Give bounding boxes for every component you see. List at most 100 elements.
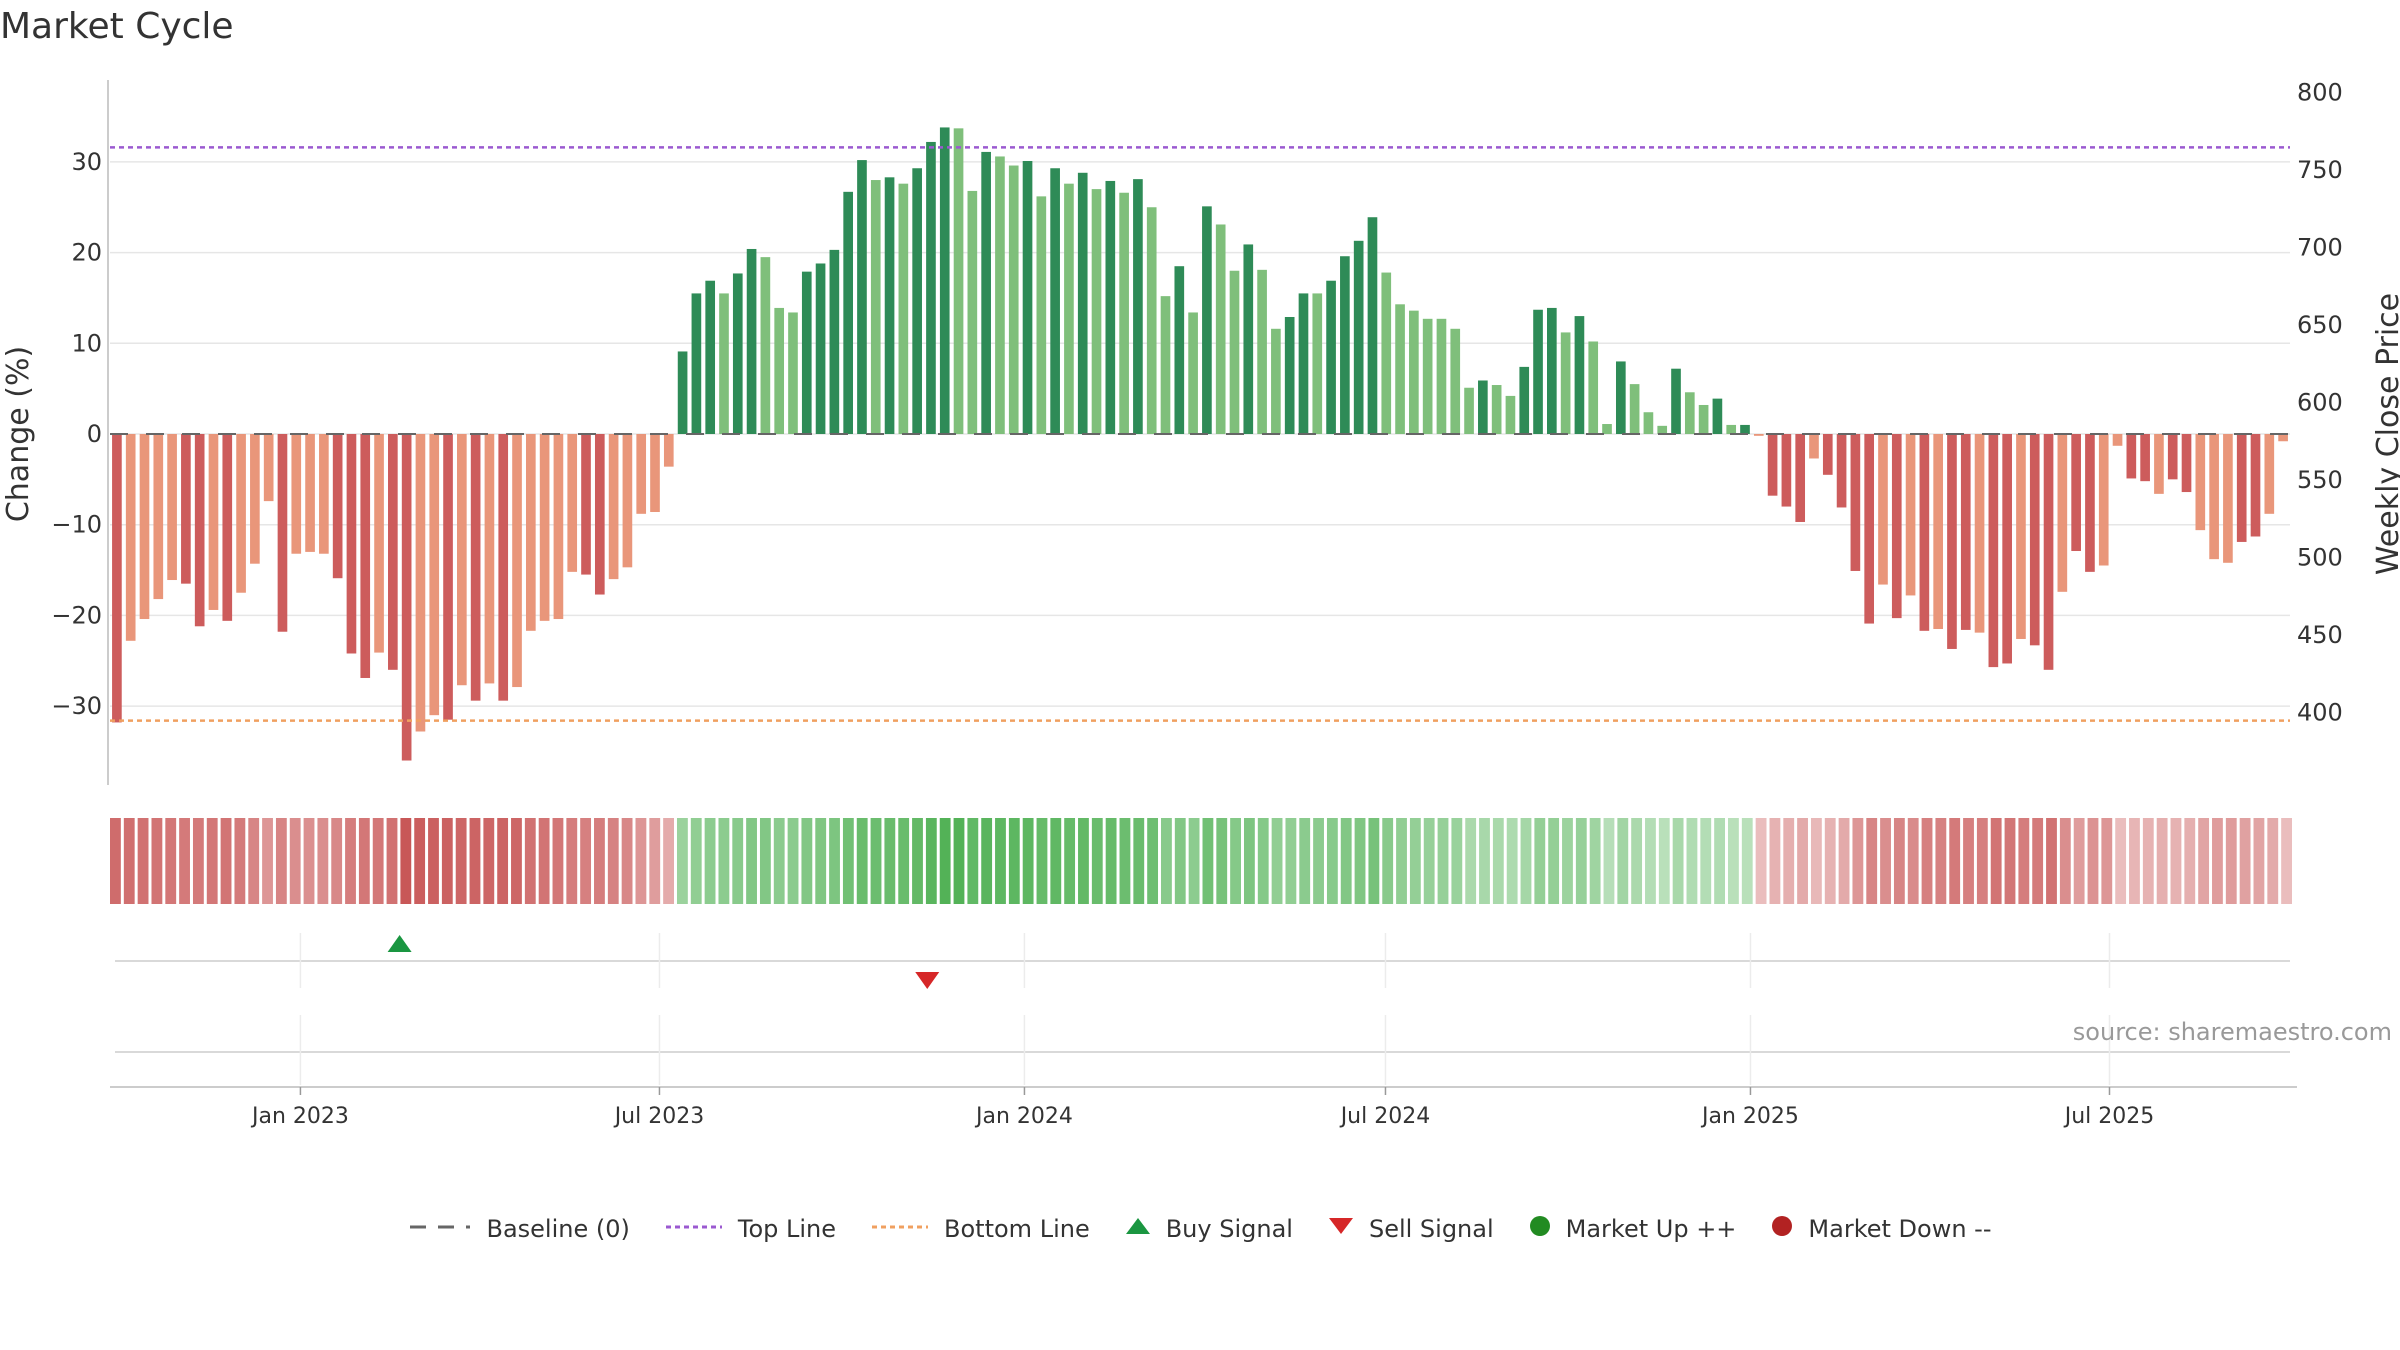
change-bar [319, 434, 329, 554]
change-bar [1905, 434, 1916, 596]
heat-strip-cell [289, 818, 301, 904]
date-axis: Jan 2023 Jul 2023 Jan 2024 Jul 2024 Jan 2025… [110, 1086, 2297, 1129]
heat-strip-cell [1714, 818, 1726, 904]
change-bar [1988, 434, 1999, 668]
heat-strip-cell [981, 818, 993, 904]
heat-strip-cell [2004, 818, 2016, 904]
heat-strip-cell [1589, 818, 1601, 904]
heat-strip-cell [1119, 818, 1131, 904]
change-bar [1629, 384, 1640, 434]
heat-strip-cell [953, 818, 965, 904]
heat-strip-cell [469, 818, 481, 904]
y-tick-label: −30 [51, 692, 102, 720]
heat-strip-cell [2087, 818, 2099, 904]
heat-strip-cell [2267, 818, 2279, 904]
change-bar [1822, 434, 1833, 475]
change-bar [1919, 434, 1930, 631]
change-bar [774, 307, 785, 434]
y-tick-label: −10 [51, 511, 102, 539]
dash-line-icon [408, 1215, 472, 1243]
heat-strip-cell [690, 818, 702, 904]
change-bar [898, 183, 909, 434]
change-bar [1367, 217, 1378, 434]
heat-strip-cell [1728, 818, 1739, 904]
change-bar [1547, 307, 1557, 434]
heat-strip-cell [1091, 818, 1103, 904]
y-axis-title: Change (%) [1, 346, 36, 522]
change-bar [167, 434, 177, 581]
legend-item[interactable]: Market Down -- [1770, 1214, 1992, 1244]
heat-strip [110, 818, 2292, 904]
legend-item[interactable]: Buy Signal [1124, 1215, 1293, 1243]
heat-strip-cell [1921, 818, 1933, 904]
legend-item[interactable]: Baseline (0) [408, 1215, 630, 1243]
heat-strip-cell [1617, 818, 1629, 904]
change-bar [2126, 434, 2137, 479]
heat-strip-cell [939, 818, 951, 904]
heat-strip-cell [275, 818, 287, 904]
change-bar [912, 168, 922, 434]
heat-strip-cell [1216, 818, 1228, 904]
heat-strip-cell [1423, 818, 1435, 904]
heat-strip-cell [317, 818, 329, 904]
legend-label: Baseline (0) [486, 1215, 630, 1243]
heat-strip-cell [566, 818, 578, 904]
change-bar [1947, 434, 1957, 649]
change-bar [1588, 341, 1599, 434]
change-bar [1684, 392, 1695, 434]
heat-strip-cell [2198, 818, 2210, 904]
legend-item[interactable]: Sell Signal [1327, 1215, 1494, 1243]
heat-strip-cell [718, 818, 730, 904]
heat-strip-cell [1562, 818, 1573, 904]
change-bar [2085, 434, 2095, 572]
legend-item[interactable]: Bottom Line [870, 1215, 1090, 1243]
change-bar [1643, 412, 1654, 434]
heat-strip-cell [2225, 818, 2237, 904]
change-bar [332, 434, 343, 579]
heat-strip-cell [1257, 818, 1269, 904]
change-bar [1340, 256, 1350, 434]
change-bar [608, 434, 619, 580]
x-tick-label: Jan 2024 [974, 1104, 1073, 1129]
heat-strip-cell [1575, 818, 1587, 904]
heat-strip-cell [234, 818, 246, 904]
x-tick-label: Jul 2025 [2063, 1104, 2155, 1129]
change-bar [236, 434, 246, 593]
change-bar [1174, 266, 1185, 434]
legend-label: Market Down -- [1808, 1215, 1992, 1243]
change-bar [926, 141, 936, 435]
heat-strip-cell [1465, 818, 1477, 904]
heat-strip-cell [179, 818, 190, 904]
legend-item[interactable]: Market Up ++ [1528, 1214, 1736, 1244]
y-tick-label: 0 [87, 420, 102, 448]
heat-strip-cell [2115, 818, 2127, 904]
change-bar [388, 434, 398, 670]
heat-strip-cell [206, 818, 218, 904]
heat-strip-cell [1161, 818, 1172, 904]
heat-strip-cell [123, 818, 135, 904]
heat-strip-cell [1230, 818, 1241, 904]
change-bar [1740, 424, 1750, 434]
change-bar [1491, 385, 1502, 434]
change-bar [277, 434, 288, 632]
heat-strip-cell [400, 818, 412, 904]
change-bar [1036, 196, 1047, 434]
change-bar [208, 434, 219, 610]
y-tick-label: 20 [71, 239, 102, 267]
change-bar [691, 293, 702, 434]
heat-strip-cell [1520, 818, 1532, 904]
heat-strip-cell [2059, 818, 2071, 904]
change-bar [222, 434, 233, 621]
change-bar [594, 434, 605, 595]
change-bar [870, 180, 881, 434]
legend-item[interactable]: Top Line [664, 1215, 836, 1243]
legend-label: Bottom Line [944, 1215, 1090, 1243]
heat-strip-cell [1548, 818, 1560, 904]
change-bar [1409, 310, 1419, 434]
change-bar [525, 434, 536, 631]
heat-strip-cell [704, 818, 716, 904]
heat-strip-cell [912, 818, 923, 904]
change-bar [2112, 434, 2123, 446]
heat-strip-cell [372, 818, 384, 904]
change-bar [1657, 425, 1668, 434]
